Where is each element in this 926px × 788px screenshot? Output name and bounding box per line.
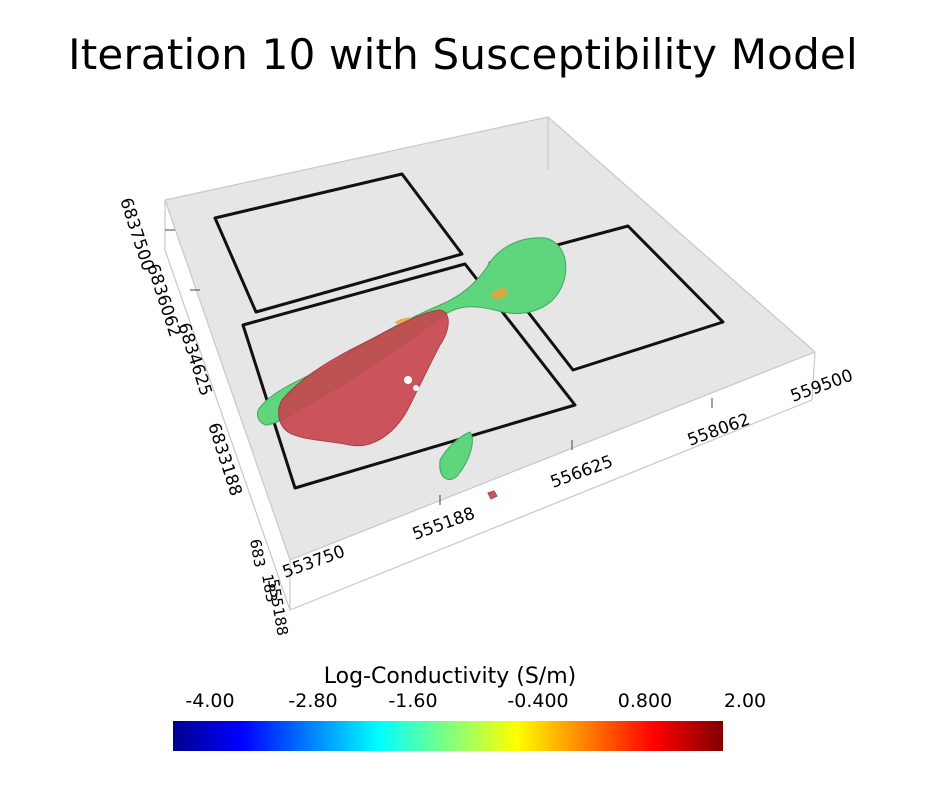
- colorbar-tick-4: 0.800: [617, 690, 673, 712]
- survey-block-center: [241, 262, 577, 490]
- colorbar-tick-0: -4.00: [185, 690, 235, 712]
- easting-label-558062: 558062: [685, 410, 753, 451]
- survey-blocks: [213, 172, 725, 490]
- survey-block-north: [213, 172, 464, 314]
- bounding-box-outline: [164, 116, 816, 611]
- easting-label-556625: 556625: [548, 452, 616, 493]
- corner-label-a: 683: [246, 538, 269, 569]
- body-gaps: [404, 376, 419, 391]
- colorbar-gradient: [173, 721, 723, 751]
- corner-label-b: 183: [258, 573, 281, 604]
- colorbar-title: Log-Conductivity (S/m): [323, 664, 577, 689]
- overlapped-corner-labels: 683 183 555188: [246, 538, 292, 638]
- easting-label-559500: 559500: [788, 366, 856, 407]
- axis-ticks: [165, 229, 713, 505]
- corner-label-c: 555188: [264, 578, 292, 638]
- northing-label-6834625: 6834625: [173, 320, 215, 398]
- northing-label-6837500: 6837500: [115, 195, 157, 273]
- colorbar-tick-1: -2.80: [288, 690, 338, 712]
- red-conductivity-body: [278, 309, 498, 500]
- colorbar-tick-2: -1.60: [388, 690, 438, 712]
- model-top-face: [165, 117, 815, 560]
- survey-block-east: [488, 224, 725, 372]
- colorbar-tick-3: -0.400: [507, 690, 569, 712]
- figure-title: Iteration 10 with Susceptibility Model: [68, 30, 858, 79]
- colorbar-tick-5: 2.00: [723, 690, 767, 712]
- northing-label-6833188: 6833188: [203, 420, 245, 498]
